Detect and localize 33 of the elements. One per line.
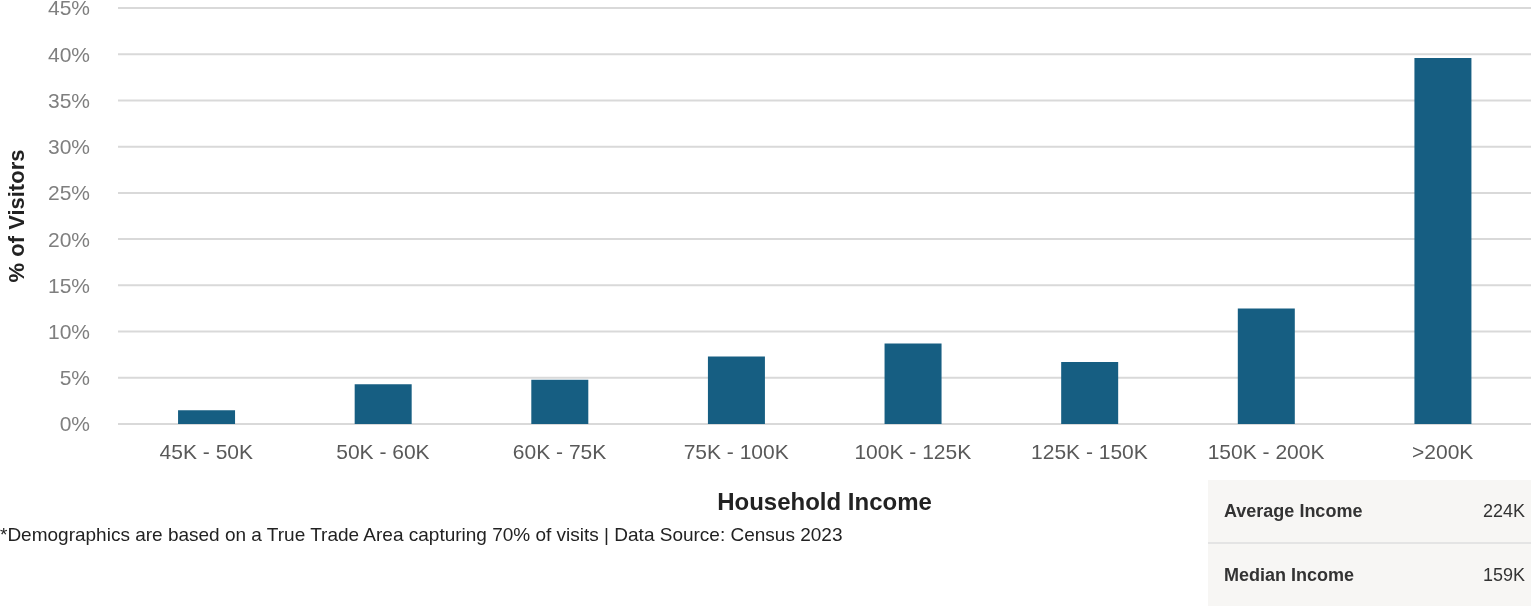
y-tick-label: 20%	[47, 227, 90, 251]
x-tick-label: 125K - 150K	[1031, 439, 1148, 463]
bar	[1061, 362, 1119, 424]
text: 224K	[1482, 500, 1525, 522]
y-tick-label: 30%	[47, 135, 90, 159]
x-tick-label: >200K	[1412, 439, 1474, 463]
bar	[707, 356, 765, 424]
bar	[1414, 57, 1472, 424]
x-tick-label: 60K - 75K	[512, 439, 607, 463]
text: *Demographics are based on a True Trade Area capturing 70% of visits | Data Source: Census 2023	[0, 524, 843, 546]
text: Median Income	[1224, 564, 1355, 586]
y-tick-label: 5%	[59, 366, 90, 390]
x-tick-label: 150K - 200K	[1207, 439, 1325, 463]
x-tick-label: 45K - 50K	[159, 439, 254, 463]
y-tick-label: 25%	[47, 181, 90, 205]
text: 159K	[1482, 564, 1525, 586]
bar	[354, 384, 412, 424]
bar	[531, 379, 589, 424]
y-tick-label: 0%	[59, 412, 90, 436]
y-tick-label: 45%	[47, 0, 90, 20]
text: Average Income	[1224, 500, 1363, 522]
y-tick-label: 10%	[47, 320, 90, 344]
x-tick-label: 75K - 100K	[683, 439, 789, 463]
x-axis-title: Household Income	[717, 488, 932, 515]
y-tick-label: 15%	[47, 273, 90, 297]
bar	[1237, 308, 1295, 424]
x-tick-label: 100K - 125K	[854, 439, 972, 463]
y-tick-label: 35%	[47, 88, 90, 112]
bar	[178, 410, 236, 424]
x-tick-label: 50K - 60K	[336, 439, 430, 463]
y-axis-title: % of Visitors	[3, 149, 29, 283]
y-tick-label: 40%	[47, 42, 90, 66]
bar	[884, 343, 942, 424]
